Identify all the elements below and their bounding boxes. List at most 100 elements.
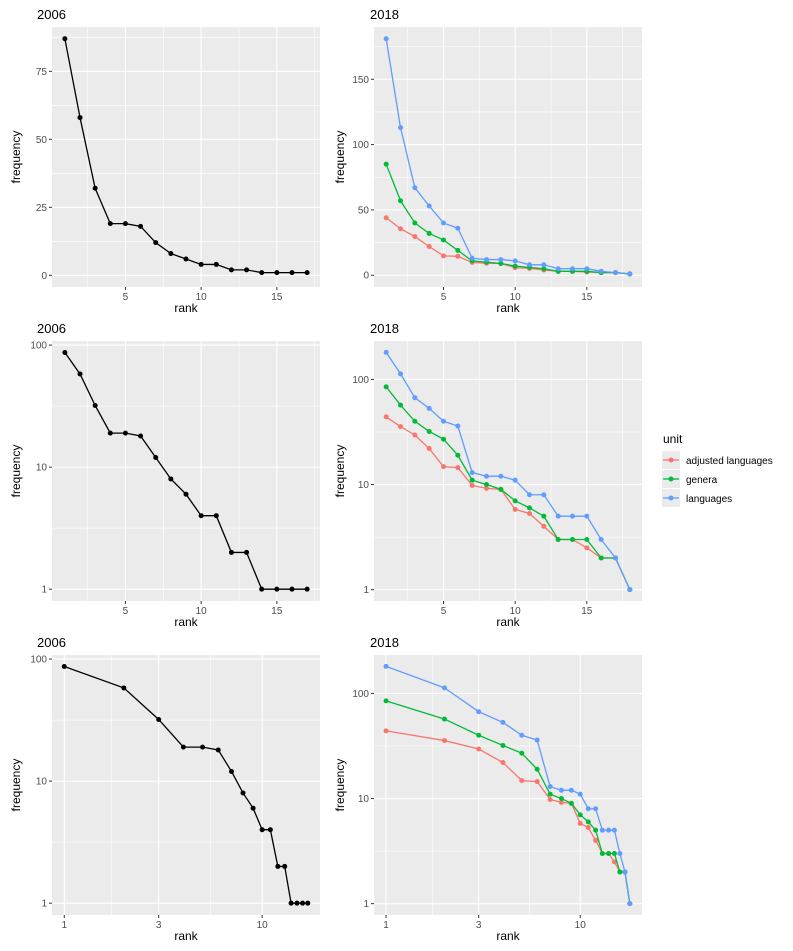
data-point xyxy=(526,511,532,517)
series-line xyxy=(385,665,631,904)
data-point xyxy=(122,221,128,227)
data-point xyxy=(568,800,574,806)
data-point xyxy=(547,796,553,802)
y-tick-label: 1 xyxy=(41,585,47,596)
data-point xyxy=(612,555,618,561)
data-point xyxy=(617,869,623,875)
x-axis-title: rank xyxy=(174,929,198,943)
data-point xyxy=(455,452,461,458)
data-point xyxy=(534,737,540,743)
data-point xyxy=(213,261,219,267)
data-point xyxy=(92,402,98,408)
data-point xyxy=(568,787,574,793)
data-point xyxy=(500,742,506,748)
data-point xyxy=(500,760,506,766)
data-point xyxy=(198,261,204,267)
data-point xyxy=(274,586,280,592)
data-point xyxy=(300,900,306,906)
x-axis-title: rank xyxy=(174,615,198,629)
data-point xyxy=(259,827,265,833)
data-point xyxy=(585,806,591,812)
y-axis-title: frequency xyxy=(333,445,347,498)
data-point xyxy=(569,537,575,543)
data-point xyxy=(617,851,623,857)
data-point xyxy=(541,492,547,498)
data-point xyxy=(577,812,583,818)
y-axis-title: frequency xyxy=(9,131,23,184)
data-point xyxy=(469,477,475,483)
data-point xyxy=(512,506,518,512)
legend-label: genera xyxy=(686,475,718,486)
data-point xyxy=(598,268,604,274)
data-point xyxy=(426,243,432,249)
data-point xyxy=(259,270,265,276)
data-point xyxy=(519,732,525,738)
data-point xyxy=(498,257,504,263)
data-point xyxy=(569,266,575,272)
data-point xyxy=(455,247,461,253)
plot-background xyxy=(52,655,320,915)
data-point xyxy=(606,827,612,833)
legend-label: adjusted languages xyxy=(686,456,773,467)
data-point xyxy=(627,587,633,593)
data-point xyxy=(383,663,389,669)
data-point xyxy=(541,262,547,268)
y-tick-label: 10 xyxy=(36,463,48,474)
x-tick-label: 10 xyxy=(510,606,522,617)
data-point xyxy=(441,253,447,259)
x-tick-label: 5 xyxy=(123,606,129,617)
data-point xyxy=(398,424,404,430)
data-point xyxy=(289,270,295,276)
chart-panel-6: 1 3 10 1 10 100 2018 rank frequency xyxy=(333,635,642,943)
panel-title: 2006 xyxy=(37,321,66,336)
data-point xyxy=(383,215,389,221)
y-tick-label: 1 xyxy=(363,585,369,596)
data-point xyxy=(593,837,599,843)
data-point xyxy=(121,685,127,691)
x-tick-label: 5 xyxy=(123,292,129,303)
data-point xyxy=(558,787,564,793)
data-point xyxy=(412,234,418,240)
data-point xyxy=(611,859,617,865)
y-tick-label: 1 xyxy=(41,899,47,910)
data-point xyxy=(294,900,300,906)
panel-title: 2018 xyxy=(370,321,399,336)
data-point xyxy=(484,485,490,491)
data-point xyxy=(153,454,159,460)
data-point xyxy=(228,267,234,273)
data-point xyxy=(122,430,128,436)
data-point xyxy=(599,827,605,833)
series-genera xyxy=(383,384,633,593)
data-point xyxy=(412,432,418,438)
data-point xyxy=(512,263,518,269)
chart-panel-4: 5 10 15 1 10 100 2018 rank frequency xyxy=(333,321,642,629)
series-line xyxy=(385,416,631,590)
data-point xyxy=(168,476,174,482)
y-tick-label: 0 xyxy=(41,271,47,282)
plot-background xyxy=(374,655,642,915)
data-point xyxy=(198,513,204,519)
data-point xyxy=(240,790,246,796)
panel-title: 2018 xyxy=(370,635,399,650)
data-point xyxy=(441,738,447,744)
data-point xyxy=(534,766,540,772)
data-point xyxy=(498,473,504,479)
data-point xyxy=(441,436,447,442)
data-point xyxy=(555,537,561,543)
data-point xyxy=(383,414,389,420)
legend-label: languages xyxy=(686,494,732,505)
data-point xyxy=(77,371,83,377)
data-point xyxy=(469,470,475,476)
data-point xyxy=(547,784,553,790)
data-point xyxy=(62,349,68,355)
data-point xyxy=(585,819,591,825)
series-languages xyxy=(383,349,633,593)
y-tick-label: 100 xyxy=(352,689,369,700)
panel-title: 2006 xyxy=(37,7,66,22)
data-point xyxy=(183,256,189,262)
data-point xyxy=(275,863,281,869)
y-axis-title: frequency xyxy=(9,759,23,812)
data-point xyxy=(412,418,418,424)
data-point xyxy=(606,851,612,857)
